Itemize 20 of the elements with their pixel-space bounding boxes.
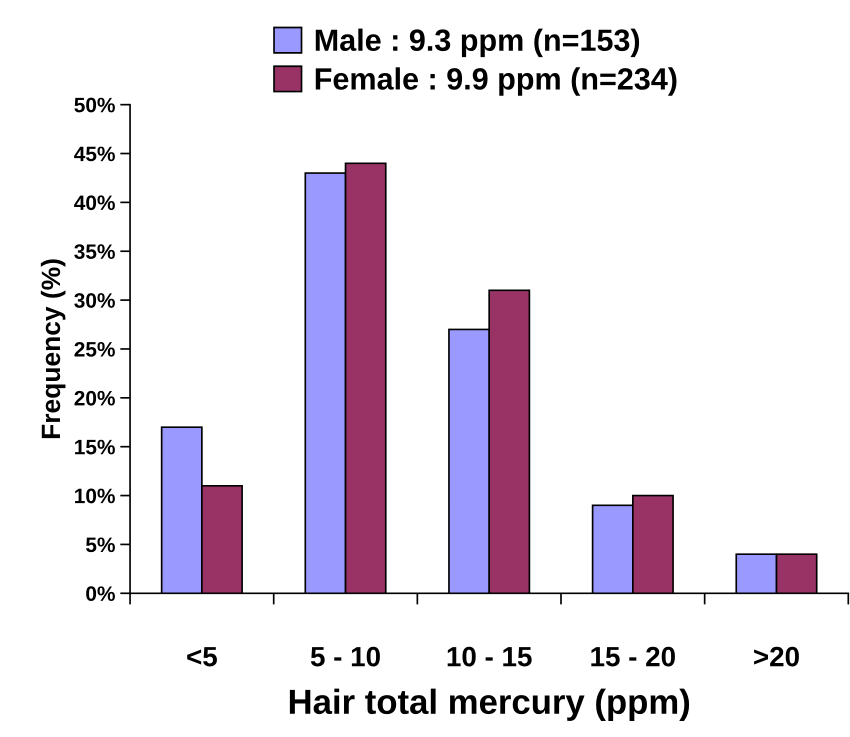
y-tick-label: 25% xyxy=(74,342,115,357)
y-tick-label: 0% xyxy=(86,586,115,602)
x-axis-title: Hair total mercury (ppm) xyxy=(290,688,690,721)
y-axis-title: Frequency (%) xyxy=(40,259,66,438)
y-tick-label: 20% xyxy=(74,390,115,406)
y-tick-label: 45% xyxy=(74,146,115,162)
x-tick-label: <5 xyxy=(187,647,217,666)
y-tick-label: 30% xyxy=(74,293,115,308)
y-tick-label: 40% xyxy=(74,195,115,210)
y-tick-label: 10% xyxy=(75,488,115,504)
x-tick-label: 15 - 20 xyxy=(591,646,675,666)
y-tick-label: 35% xyxy=(74,244,115,260)
y-tick-label: 5% xyxy=(86,537,115,552)
y-tick-label: 50% xyxy=(74,98,115,112)
x-tick-label: >20 xyxy=(754,646,799,666)
x-tick-label: 10 - 15 xyxy=(448,646,532,666)
legend-label: Male : 9.3 ppm (n=153) xyxy=(316,28,640,58)
legend-label: Female : 9.9 ppm (n=234) xyxy=(316,67,676,96)
y-tick-label: 15% xyxy=(75,440,115,454)
x-tick-label: 5 - 10 xyxy=(310,646,380,666)
